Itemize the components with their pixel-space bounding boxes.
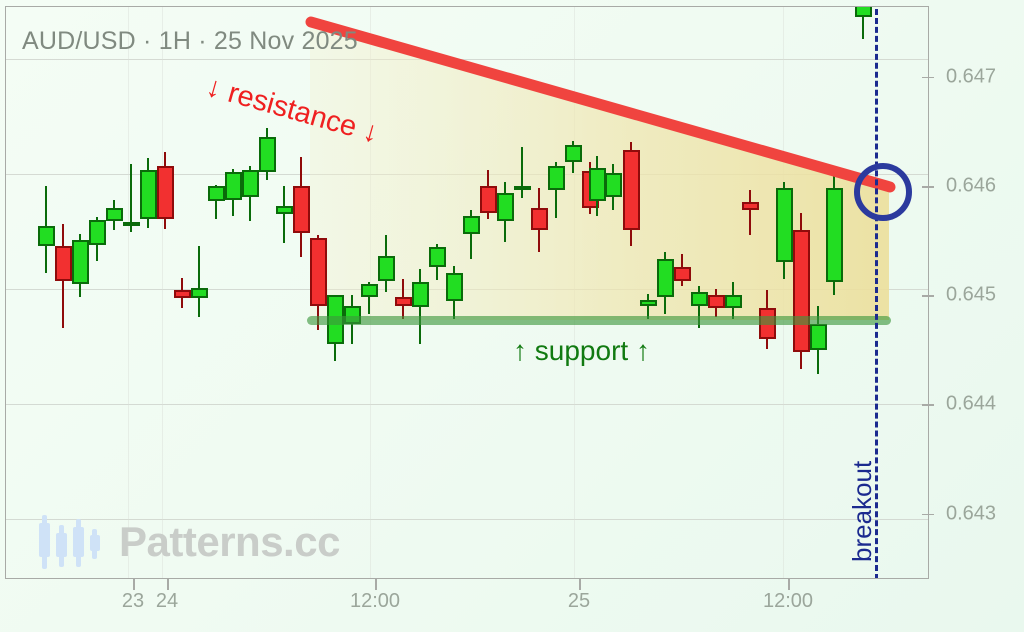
candle-body[interactable] (275, 205, 293, 215)
x-axis-tick (579, 579, 581, 590)
breakout-circle-icon (854, 163, 912, 221)
y-axis-label: 0.644 (946, 392, 997, 415)
candle-body[interactable] (377, 255, 395, 282)
candle-body[interactable] (139, 169, 157, 219)
candle-body[interactable] (173, 289, 191, 299)
candle-body[interactable] (741, 202, 759, 211)
gridline-0644 (5, 404, 929, 405)
candle-body[interactable] (445, 273, 463, 301)
candle-body[interactable] (462, 215, 480, 235)
candle-body[interactable] (258, 136, 276, 172)
x-axis-tick (788, 579, 790, 590)
y-axis-label: 0.646 (946, 174, 997, 197)
candle-body[interactable] (156, 166, 174, 219)
page-title: AUD/USD · 1H · 25 Nov 2025 (22, 27, 358, 55)
x-axis-label: 12:00 (349, 590, 401, 612)
candle-body[interactable] (309, 238, 327, 307)
x-axis-tick (375, 579, 377, 590)
candle-wick (197, 246, 201, 318)
candle-body[interactable] (360, 284, 378, 298)
candle-body[interactable] (530, 207, 548, 230)
candle-body[interactable] (207, 186, 225, 202)
y-axis-tick (922, 513, 934, 515)
vgridline-24 (162, 6, 163, 579)
candle-body[interactable] (292, 186, 310, 233)
x-axis-label: 24 (155, 590, 179, 612)
x-axis-label: 23 (121, 590, 145, 612)
y-axis-label: 0.645 (946, 283, 997, 306)
candle-wick (214, 184, 218, 219)
candle-body[interactable] (724, 295, 742, 309)
y-axis-label: 0.647 (946, 65, 997, 88)
candle-wick (367, 282, 371, 314)
candle-body[interactable] (656, 259, 674, 298)
candle-body[interactable] (690, 291, 708, 307)
candle-body[interactable] (854, 6, 872, 17)
candle-wick (129, 164, 133, 232)
candle-wick (697, 286, 701, 328)
candle-body[interactable] (241, 169, 259, 197)
candle-body[interactable] (37, 226, 55, 247)
candle-body[interactable] (190, 287, 208, 299)
candle-body[interactable] (496, 192, 514, 221)
x-axis-label: 12:00 (762, 590, 814, 612)
y-axis-tick (922, 186, 934, 188)
candle-body[interactable] (673, 266, 691, 282)
candle-body[interactable] (54, 246, 72, 282)
y-axis-label: 0.643 (946, 502, 997, 524)
plot-border (5, 6, 929, 579)
candle-wick (469, 210, 473, 260)
support-label: ↑ support ↑ (513, 335, 650, 366)
candle-wick (646, 294, 650, 320)
x-axis-tick (133, 579, 135, 590)
candle-body[interactable] (122, 222, 140, 227)
candle-body[interactable] (707, 295, 725, 309)
gridline-0643 (5, 519, 929, 520)
candle-body[interactable] (411, 282, 429, 308)
candle-wick (748, 190, 752, 236)
candle-wick (282, 186, 286, 243)
candle-body[interactable] (428, 247, 446, 267)
y-axis-tick (922, 76, 934, 79)
candle-body[interactable] (394, 297, 412, 307)
x-axis-label: 25 (567, 590, 591, 612)
x-axis-tick (167, 579, 169, 590)
support-trendline[interactable] (307, 316, 891, 325)
candle-body[interactable] (639, 299, 657, 307)
y-axis-tick (922, 404, 934, 406)
candle-body[interactable] (88, 219, 106, 245)
breakout-vertical-line (875, 6, 878, 579)
candle-body[interactable] (71, 239, 89, 285)
vgridline-23 (128, 6, 129, 579)
candle-body[interactable] (224, 171, 242, 201)
candle-body[interactable] (105, 207, 123, 221)
y-axis-tick (922, 295, 934, 297)
